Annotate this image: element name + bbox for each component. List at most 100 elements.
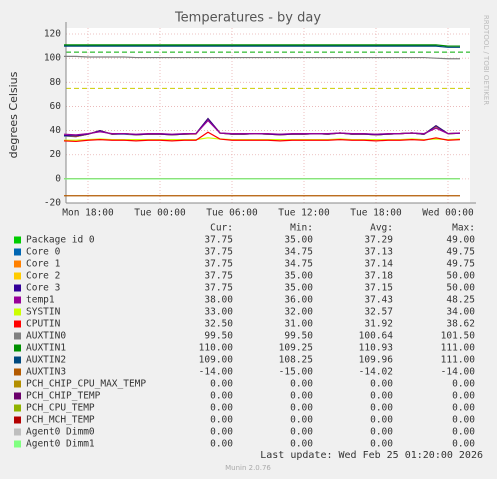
stat-value: 36.00 [284,295,313,306]
legend-swatch [14,248,21,256]
x-tick-label: Tue 18:00 [350,208,402,219]
stat-value: 109.25 [279,343,313,354]
legend-label: CPUTIN [26,319,61,330]
series-line [63,119,461,136]
stat-value: 37.75 [204,247,233,258]
legend-label: Core 1 [26,259,61,270]
series-line [64,44,460,47]
stat-value: 31.00 [284,319,313,330]
legend-swatch [14,368,21,376]
stat-value: 109.96 [359,355,394,366]
stat-value: 0.00 [370,439,393,450]
stat-value: 48.25 [446,295,475,306]
stat-value: -14.00 [199,367,234,378]
legend-swatch [14,380,21,388]
legend-swatch [14,308,21,316]
legend-swatch [14,440,21,448]
stat-header: Cur: [210,223,233,234]
stat-value: 32.57 [364,307,393,318]
legend-swatch [14,428,21,436]
x-tick-label: Tue 00:00 [134,208,186,219]
stat-value: 49.00 [446,235,475,246]
legend-label: Agent0 Dimm1 [26,439,95,450]
stat-value: 50.00 [446,271,475,282]
x-tick-label: Mon 18:00 [62,208,114,219]
stat-value: 109.00 [199,355,234,366]
legend-swatch [14,356,21,364]
stat-value: 0.00 [290,403,313,414]
y-axis-label: degrees Celsius [7,71,20,158]
legend-label: Core 2 [26,271,60,282]
legend-label: Core 0 [26,247,61,258]
stat-value: 0.00 [370,391,393,402]
stat-value: 37.14 [364,259,393,270]
stat-value: 0.00 [452,427,475,438]
stat-value: 34.75 [284,247,313,258]
stat-value: 0.00 [210,427,233,438]
legend-swatch [14,392,21,400]
y-tick-label: 0 [55,173,61,184]
stat-value: 38.62 [446,319,475,330]
legend-swatch [14,320,21,328]
stat-value: 0.00 [290,427,313,438]
series-line [64,55,460,60]
y-tick-label: 120 [44,29,61,40]
stat-value: 49.75 [446,247,475,258]
stat-value: 0.00 [290,439,313,450]
stat-value: 0.00 [370,427,393,438]
stat-value: 37.75 [204,235,233,246]
legend-label: PCH_CPU_TEMP [26,403,95,414]
legend-label: PCH_CHIP_CPU_MAX_TEMP [26,379,146,390]
legend-swatch [14,344,21,352]
legend-swatch [14,404,21,412]
stat-value: 32.00 [284,307,313,318]
stat-value: 101.50 [441,331,476,342]
version: Munin 2.0.76 [225,464,271,472]
stat-value: -14.00 [441,367,476,378]
y-tick-label: 40 [50,125,62,136]
legend-label: AUXTIN0 [26,331,66,342]
stat-value: 35.00 [284,271,313,282]
stat-value: 0.00 [370,403,393,414]
stat-value: 110.00 [199,343,234,354]
stat-value: 0.00 [210,403,233,414]
stat-value: 0.00 [210,391,233,402]
stat-value: 33.00 [204,307,233,318]
plot-area [66,28,470,203]
stat-value: 0.00 [210,439,233,450]
stat-value: 32.50 [204,319,233,330]
series-line [64,45,460,48]
chart-title: Temperatures - by day [174,11,321,26]
stat-value: 0.00 [290,415,313,426]
stat-value: 37.18 [364,271,393,282]
stat-value: 111.00 [441,343,476,354]
footer: Last update: Wed Feb 25 01:20:00 2026 [260,450,483,461]
stat-value: 0.00 [370,379,393,390]
stat-value: 0.00 [290,379,313,390]
stat-value: 100.64 [359,331,394,342]
stat-value: 0.00 [210,379,233,390]
stat-value: 37.29 [364,235,393,246]
stat-value: 37.43 [364,295,393,306]
stat-value: 0.00 [210,415,233,426]
x-tick-label: Wed 00:00 [422,208,474,219]
x-tick-label: Tue 06:00 [206,208,258,219]
stat-value: 50.00 [446,283,475,294]
legend-swatch [14,416,21,424]
series-line [63,131,461,143]
legend-label: AUXTIN2 [26,355,66,366]
x-tick-label: Tue 12:00 [278,208,330,219]
legend-label: SYSTIN [26,307,61,318]
stat-value: 49.75 [446,259,475,270]
legend-label: AUXTIN3 [26,367,66,378]
legend-swatch [14,236,21,244]
legend-label: PCH_CHIP_TEMP [26,391,101,402]
stat-value: 34.75 [284,259,313,270]
y-tick-label: 80 [50,77,62,88]
stat-value: 99.50 [284,331,313,342]
side-text: RRDTOOL / TOBI OETIKER [482,15,490,105]
stat-value: 0.00 [452,439,475,450]
stat-value: 0.00 [452,415,475,426]
stat-value: 34.00 [446,307,475,318]
